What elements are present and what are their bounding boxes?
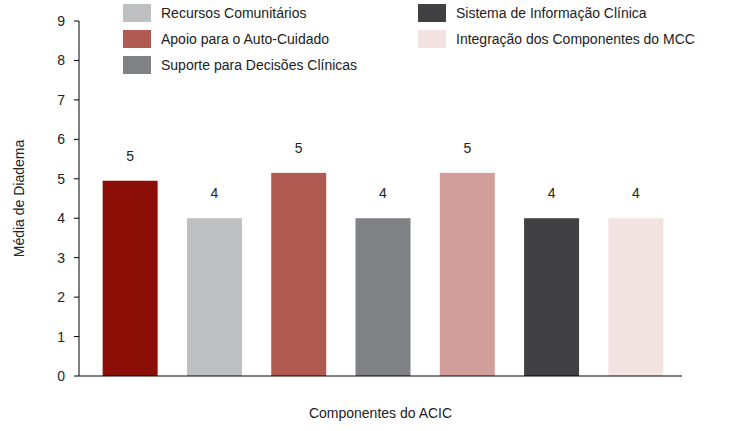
legend-label: Apoio para o Auto-Cuidado: [161, 31, 329, 47]
bar: [440, 173, 495, 376]
legend-label: Suporte para Decisões Clínicas: [161, 57, 357, 73]
bar: [187, 218, 242, 376]
y-tick: [74, 60, 79, 61]
data-label: 4: [632, 185, 640, 201]
y-axis-label: Média de Diadema: [11, 140, 27, 258]
y-tick: [74, 99, 79, 100]
data-label: 4: [211, 185, 219, 201]
y-tick: [74, 21, 79, 22]
y-tick-label: 7: [57, 92, 65, 108]
legend-swatch: [418, 30, 446, 48]
y-tick-label: 2: [57, 289, 65, 305]
y-axis: [79, 21, 80, 376]
bar: [524, 218, 579, 376]
chart: 5 4 5 4 5 4 4 0 1 2 3 4 5 6 7 8 9 Componentes do ACIC Médi…: [0, 0, 731, 431]
y-tick: [74, 376, 79, 377]
legend-swatch: [418, 4, 446, 22]
bar: [103, 181, 158, 376]
y-tick: [74, 336, 79, 337]
legend-swatch: [123, 30, 151, 48]
x-axis-label: Componentes do ACIC: [309, 405, 452, 421]
data-label: 4: [379, 185, 387, 201]
x-axis: [79, 376, 682, 377]
y-tick-label: 6: [57, 131, 65, 147]
y-tick-label: 9: [57, 13, 65, 29]
legend: Recursos Comunitários Apoio para o Auto-C…: [123, 4, 695, 74]
data-label: 4: [548, 185, 556, 201]
data-label: 5: [295, 140, 303, 156]
data-label: 5: [463, 140, 471, 156]
legend-label: Sistema de Informação Clínica: [456, 5, 647, 21]
y-tick: [74, 178, 79, 179]
y-tick-label: 3: [57, 250, 65, 266]
bar: [356, 218, 411, 376]
legend-swatch: [123, 4, 151, 22]
y-tick: [74, 297, 79, 298]
legend-label: Recursos Comunitários: [161, 5, 307, 21]
y-tick-label: 5: [57, 171, 65, 187]
bar: [271, 173, 326, 376]
y-tick: [74, 218, 79, 219]
y-tick: [74, 139, 79, 140]
bar: [608, 218, 663, 376]
y-tick: [74, 257, 79, 258]
y-tick-label: 1: [57, 329, 65, 345]
y-tick-label: 4: [57, 210, 65, 226]
y-tick-label: 0: [57, 368, 65, 384]
data-label: 5: [126, 148, 134, 164]
y-tick-label: 8: [57, 52, 65, 68]
legend-label: Integração dos Componentes do MCC: [456, 31, 695, 47]
legend-swatch: [123, 56, 151, 74]
